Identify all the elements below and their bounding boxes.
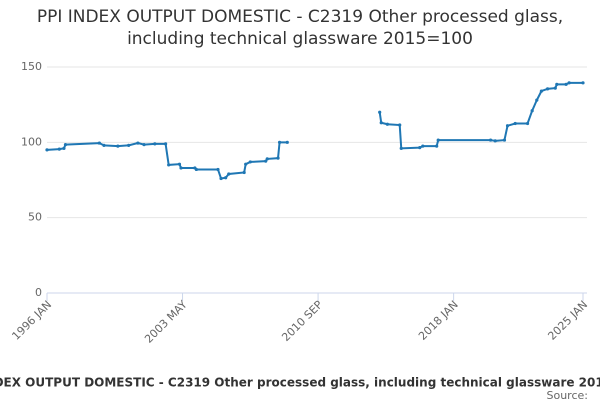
point <box>502 138 507 142</box>
point <box>227 172 231 176</box>
point <box>276 156 280 160</box>
point <box>530 109 534 113</box>
x-tick-label: 2025 JAN <box>545 298 590 343</box>
point <box>398 123 402 127</box>
point <box>567 81 571 85</box>
y-tick-label: 100 <box>21 135 42 148</box>
point <box>581 81 585 85</box>
point <box>553 86 557 90</box>
point <box>525 121 530 126</box>
point <box>539 89 544 93</box>
point <box>399 146 403 150</box>
point <box>216 167 220 172</box>
point <box>194 167 199 172</box>
point <box>493 139 497 143</box>
point <box>488 138 493 142</box>
point <box>545 87 550 91</box>
point <box>555 82 559 86</box>
point <box>421 144 425 148</box>
point <box>136 141 140 145</box>
point <box>564 82 568 86</box>
point <box>242 170 246 175</box>
point <box>435 144 439 148</box>
x-tick-label: 2018 JAN <box>416 298 461 343</box>
point <box>285 140 289 144</box>
point <box>45 148 49 152</box>
point <box>378 110 382 114</box>
point <box>436 138 440 142</box>
point <box>265 157 269 161</box>
point <box>418 146 422 150</box>
x-tick-label: 1996 JAN <box>9 298 54 343</box>
point <box>57 147 61 151</box>
footer-title: PPI INDEX OUTPUT DOMESTIC - C2319 Other … <box>0 376 600 390</box>
x-tick-label: 2010 SEP <box>279 298 325 344</box>
point <box>142 142 146 147</box>
y-tick-label: 50 <box>28 211 42 224</box>
y-tick-label: 150 <box>21 60 42 73</box>
chart-title: PPI INDEX OUTPUT DOMESTIC - C2319 Other … <box>36 7 564 49</box>
point <box>167 163 171 167</box>
point <box>179 166 183 170</box>
point <box>535 98 539 102</box>
point <box>177 162 182 166</box>
point <box>116 144 120 148</box>
point <box>63 142 68 147</box>
point <box>505 124 510 128</box>
source: Source: <box>547 389 589 400</box>
point <box>224 176 228 180</box>
point <box>264 159 268 163</box>
y-tick-label: 0 <box>35 286 42 299</box>
point <box>163 142 168 146</box>
point <box>379 121 383 125</box>
point <box>248 160 252 164</box>
point <box>102 143 106 147</box>
point <box>127 143 131 147</box>
point <box>244 162 248 166</box>
x-tick-label: 2003 MAY <box>142 298 190 346</box>
point <box>62 146 66 150</box>
point <box>385 122 389 126</box>
point <box>277 140 282 144</box>
point <box>97 141 101 145</box>
point <box>153 142 157 146</box>
line <box>46 81 583 180</box>
point <box>219 176 223 181</box>
point <box>513 121 517 126</box>
